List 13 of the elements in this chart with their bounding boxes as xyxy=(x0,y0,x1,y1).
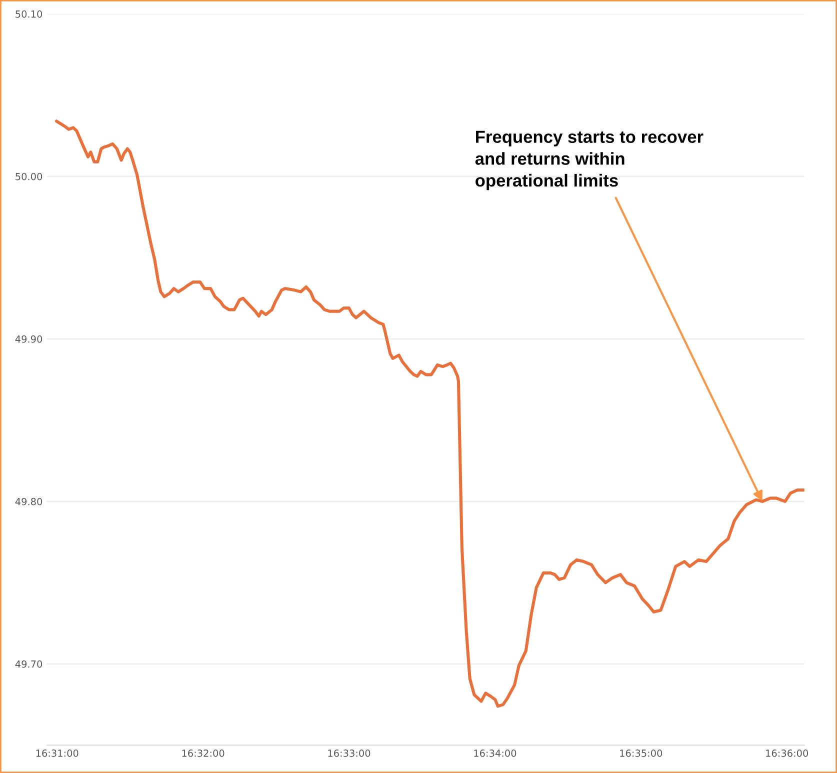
x-tick-label: 16:33:00 xyxy=(328,750,370,757)
y-tick-label: 50.00 xyxy=(16,172,42,180)
y-tick-label: 49.70 xyxy=(15,660,42,668)
y-tick-label: 49.90 xyxy=(15,335,42,343)
x-tick-label: 16:34:00 xyxy=(474,750,516,757)
x-tick-label: 16:36:00 xyxy=(766,750,808,757)
y-tick-label: 50.10 xyxy=(16,10,42,18)
x-tick-label: 16:35:00 xyxy=(620,750,662,757)
annotation: Frequency starts to recover and returns within operational limits xyxy=(475,130,704,190)
y-tick-label: 49.80 xyxy=(15,498,42,506)
x-tick-label: 16:32:00 xyxy=(182,750,224,757)
line-series xyxy=(54,120,804,708)
x-tick-label: 16:31:00 xyxy=(36,750,78,757)
